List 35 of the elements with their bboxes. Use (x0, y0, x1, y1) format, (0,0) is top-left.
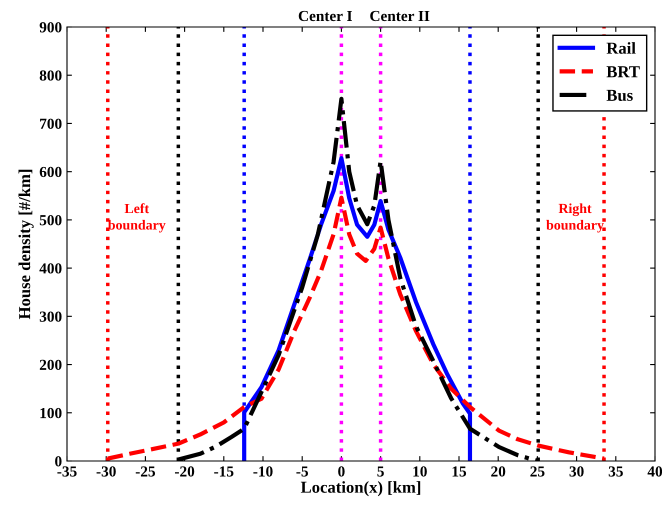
x-tick-label: 10 (413, 466, 427, 477)
x-tick-label: 20 (491, 466, 506, 477)
y-tick-label: 200 (40, 360, 62, 370)
legend-label: Bus (606, 90, 633, 101)
ref-line-label: Center I (298, 10, 352, 22)
x-tick-label: 25 (530, 466, 544, 477)
x-tick-label: 15 (452, 466, 466, 477)
y-tick-label: 700 (40, 118, 62, 129)
x-tick-label: 35 (608, 466, 623, 477)
y-tick-label: 800 (40, 70, 62, 81)
y-tick-label: 500 (40, 215, 62, 226)
y-tick-label: 900 (40, 22, 62, 32)
legend-label: BRT (606, 66, 640, 78)
ref-line-label: Center II (370, 10, 430, 22)
x-tick-label: -30 (96, 466, 116, 477)
x-tick-label: -20 (174, 466, 194, 477)
x-tick-label: -25 (136, 466, 156, 477)
y-tick-label: 100 (40, 408, 62, 418)
legend-label: Rail (606, 42, 636, 54)
y-tick-label: 300 (40, 311, 62, 322)
y-tick-label: 0 (55, 456, 62, 466)
x-tick-label: 5 (377, 466, 384, 477)
y-tick-label: 400 (39, 263, 62, 274)
x-tick-label: -5 (296, 466, 308, 477)
ref-line-label: Left boundary (108, 203, 166, 233)
y-axis-title: House density [#/km] (18, 170, 34, 320)
x-tick-label: -35 (57, 466, 77, 477)
x-tick-label: 0 (338, 466, 345, 477)
x-tick-label: -15 (214, 466, 234, 477)
x-tick-label: 40 (648, 466, 662, 477)
x-axis-title: Location(x) [km] (300, 481, 420, 496)
x-tick-label: 30 (570, 466, 584, 477)
y-tick-label: 600 (40, 166, 62, 178)
x-tick-label: -10 (253, 466, 273, 477)
ref-line-label: Right boundary (546, 203, 604, 233)
